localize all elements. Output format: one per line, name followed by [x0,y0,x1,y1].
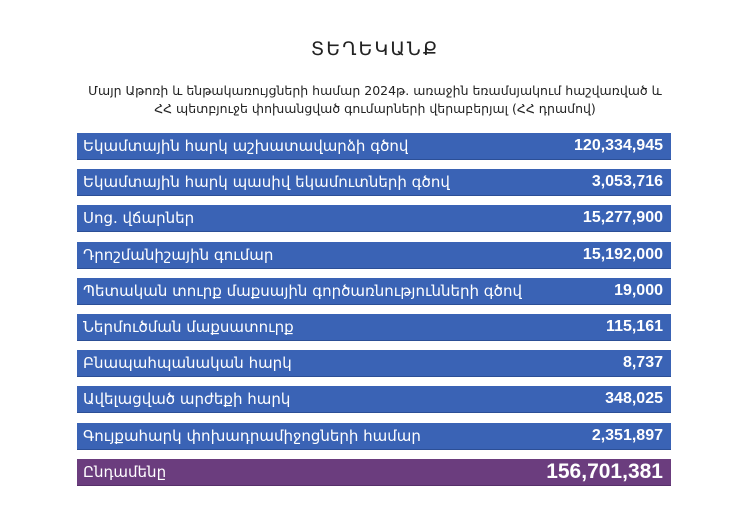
table-row: Եկամտային հարկ պասիվ եկամուտների գծով 3,… [77,169,671,197]
row-label: Եկամտային հարկ պասիվ եկամուտների գծով [83,173,450,192]
row-value: 8,737 [622,354,663,372]
row-label: Ավելացված արժեքի հարկ [83,390,291,409]
row-label: Բնապահպանական հարկ [83,354,292,373]
row-label: Սոց. վճարներ [83,209,195,228]
subtitle-line-2: ՀՀ պետբյուջե փոխանցված գումարների վերաբե… [154,101,596,116]
row-value: 348,025 [605,390,663,408]
table-row: Բնապահպանական հարկ 8,737 [77,350,671,378]
row-value: 19,000 [614,281,663,299]
document-title: ՏԵՂԵԿԱՆՔ [310,38,440,60]
table-row: Եկամտային հարկ աշխատավարձի գծով 120,334,… [77,133,671,160]
subtitle-line-1: Մայր Աթոռի և ենթակառույցների համար 2024թ… [88,83,662,98]
total-value: 156,701,381 [546,459,663,483]
row-label: Եկամտային հարկ աշխատավարձի գծով [83,137,409,155]
table-row: Ավելացված արժեքի հարկ 348,025 [77,386,671,414]
total-label: Ընդամենը [83,462,167,481]
row-value: 2,351,897 [591,426,663,444]
table-row: Դրոշմանիշային գումար 15,192,000 [77,241,671,269]
table-row: Սոց. վճարներ 15,277,900 [77,205,671,233]
table-row: Ներմուծման մաքսատուրք 115,161 [77,313,671,341]
total-row: Ընդամենը 156,701,381 [77,458,671,486]
row-label: Պետական տուրք մաքսային գործառնություններ… [83,281,522,300]
row-label: Գույքահարկ փոխադրամիջոցների համար [83,426,421,445]
row-label: Դրոշմանիշային գումար [83,245,274,264]
table-row: Պետական տուրք մաքսային գործառնություններ… [77,277,671,305]
row-value: 15,277,900 [582,209,663,227]
row-value: 120,334,945 [574,137,663,154]
row-value: 3,053,716 [591,173,663,191]
tax-summary-table: Եկամտային հարկ աշխատավարձի գծով 120,334,… [77,133,671,495]
row-value: 15,192,000 [582,245,663,263]
row-label: Ներմուծման մաքսատուրք [83,317,294,336]
document-subtitle: Մայր Աթոռի և ենթակառույցների համար 2024թ… [60,82,690,118]
table-row: Գույքահարկ փոխադրամիջոցների համար 2,351,… [77,422,671,450]
row-value: 115,161 [606,317,663,335]
